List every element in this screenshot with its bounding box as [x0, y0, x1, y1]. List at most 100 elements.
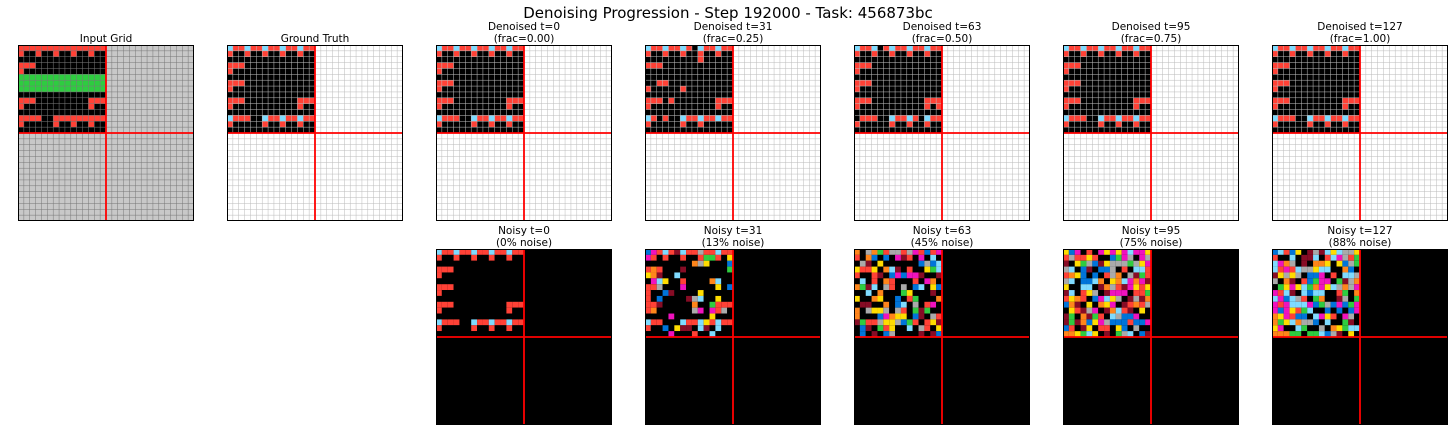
grid-cell — [912, 80, 919, 87]
grid-cell — [1301, 249, 1308, 255]
grid-cell — [1074, 45, 1081, 51]
grid-cell — [1127, 260, 1134, 267]
grid-cell — [859, 127, 866, 133]
grid-cell — [645, 80, 651, 87]
grid-cell — [1324, 295, 1331, 302]
grid-cell — [1139, 272, 1146, 279]
grid-cell — [865, 319, 872, 326]
grid-cell — [447, 68, 454, 75]
grid-cell — [1133, 80, 1140, 87]
grid-cell — [268, 68, 274, 75]
grid-cell — [477, 319, 483, 326]
grid-cell — [924, 74, 931, 81]
grid-cell — [645, 97, 651, 104]
grid-cell — [900, 307, 907, 314]
grid-cell — [1109, 307, 1116, 314]
grid-cell — [1063, 249, 1069, 255]
grid-cell — [900, 127, 907, 133]
grid-cell — [29, 109, 36, 116]
grid-cell — [918, 109, 925, 116]
grid-cell — [900, 97, 907, 104]
grid-cell — [441, 249, 448, 255]
grid-cell — [674, 295, 681, 302]
grid-cell — [1080, 68, 1087, 75]
grid-cell — [1318, 307, 1325, 314]
grid-cell — [709, 62, 716, 69]
grid-cell — [859, 115, 866, 122]
grid-cell — [715, 80, 722, 87]
grid-cell — [488, 325, 495, 332]
grid-cell — [662, 254, 669, 261]
grid-cell — [506, 74, 513, 81]
grid-cell — [1318, 91, 1325, 98]
grid-cell — [1330, 284, 1337, 291]
grid-cell — [459, 74, 466, 81]
grid-cell — [1068, 272, 1075, 279]
grid-cell — [285, 121, 292, 128]
grid-cell — [64, 56, 71, 63]
grid-cell — [291, 115, 298, 122]
grid-cell — [88, 91, 95, 98]
grid-cell — [500, 121, 507, 128]
grid-cell — [1074, 86, 1081, 92]
grid-cell — [1348, 68, 1355, 75]
grid-cell — [877, 249, 884, 255]
grid-cell — [1342, 290, 1349, 296]
denoised-panel-1 — [645, 45, 821, 221]
grid-cell — [645, 103, 651, 110]
grid-cell — [656, 74, 663, 81]
grid-cell — [1313, 86, 1319, 92]
grid-cell — [650, 319, 657, 326]
grid-cell — [59, 103, 65, 110]
grid-cell — [906, 86, 913, 92]
grid-cell — [35, 68, 42, 75]
grid-cell — [273, 97, 280, 104]
grid-cell — [1330, 74, 1337, 81]
grid-cell — [94, 97, 101, 104]
grid-cell — [76, 109, 83, 116]
grid-cell — [35, 86, 42, 92]
grid-cell — [877, 97, 884, 104]
grid-cell — [482, 307, 489, 314]
grid-cell — [279, 68, 286, 75]
grid-cell — [1086, 272, 1093, 279]
grid-cell — [1289, 62, 1296, 69]
grid-cell — [88, 86, 95, 92]
grid-cell — [854, 290, 860, 296]
grid-cell — [656, 80, 663, 87]
grid-cell — [1109, 260, 1116, 267]
grid-cell — [1295, 260, 1302, 267]
grid-cell — [1080, 290, 1087, 296]
grid-cell — [76, 80, 83, 87]
grid-cell — [441, 115, 448, 122]
grid-cell — [1330, 313, 1337, 320]
grid-cell — [691, 331, 698, 337]
grid-cell — [650, 45, 657, 51]
grid-cell — [715, 249, 722, 255]
grid-cell — [1098, 301, 1105, 308]
grid-cell — [1348, 56, 1355, 63]
grid-cell — [1301, 331, 1308, 337]
grid-cell — [453, 254, 460, 261]
grid-cell — [1307, 301, 1314, 308]
grid-cell — [1324, 325, 1331, 332]
grid-cell — [238, 56, 245, 63]
grid-cell — [1348, 80, 1355, 87]
grid-cell — [1283, 91, 1290, 98]
grid-cell — [1295, 115, 1302, 122]
grid-cell — [674, 272, 681, 279]
grid-cell — [1104, 91, 1110, 98]
grid-cell — [871, 121, 878, 128]
grid-cell — [436, 62, 442, 69]
grid-cell — [871, 45, 878, 51]
grid-cell — [662, 127, 669, 133]
grid-cell — [859, 45, 866, 51]
grid-cell — [668, 45, 675, 51]
grid-cell — [1086, 86, 1093, 92]
panel-frame — [227, 45, 403, 221]
grid-cell — [1068, 68, 1075, 75]
grid-cell — [1145, 80, 1151, 87]
denoised-title-4: Denoised t=127 (frac=1.00) — [1317, 21, 1403, 45]
grid-cell — [645, 115, 651, 122]
grid-cell — [703, 290, 710, 296]
